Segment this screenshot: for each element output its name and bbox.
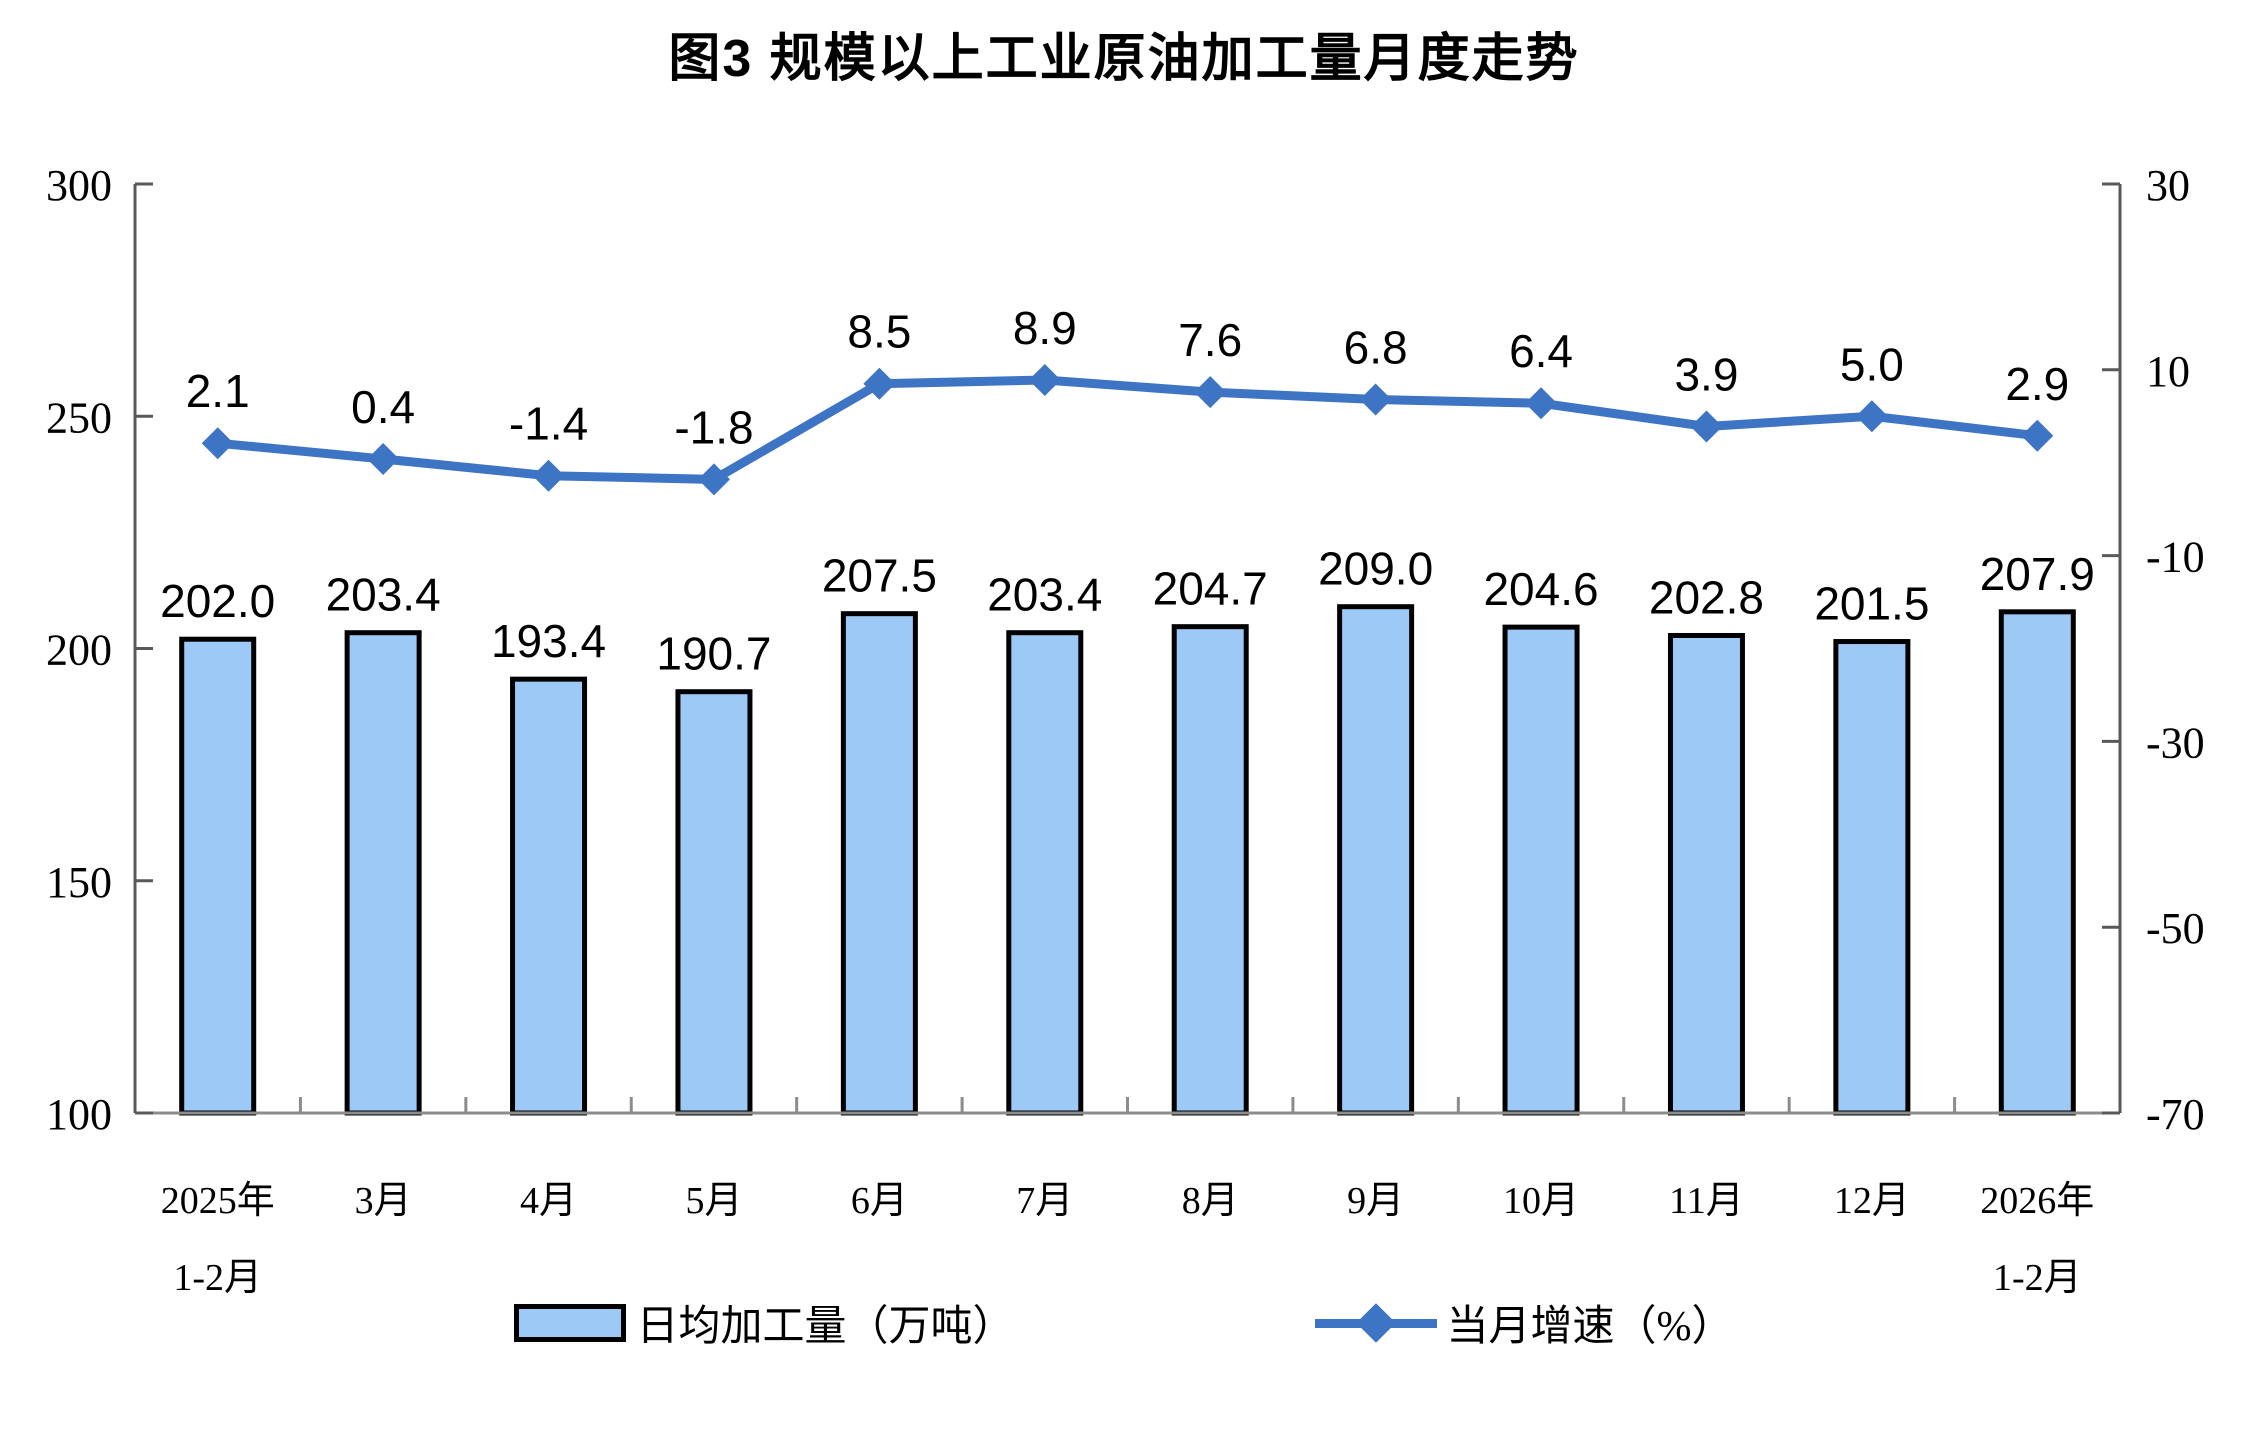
x-category-label-2-line-0: 4月	[520, 1180, 577, 1222]
line-marker-diamond-icon-6	[1194, 376, 1227, 409]
line-marker-diamond-icon-4	[863, 367, 896, 400]
legend-item-line-series: 当月增速（%）	[1314, 1292, 1734, 1353]
growth-line	[217, 375, 2038, 484]
bar-value-label-0: 202.0	[160, 575, 275, 627]
line-marker-diamond-icon-2	[532, 459, 565, 492]
line-marker-diamond-icon-8	[1525, 387, 1558, 420]
line-value-label-11: 2.9	[2005, 358, 2069, 410]
bar-4	[840, 611, 918, 1116]
bar-11	[1998, 609, 2076, 1116]
bar-series-swatch-icon	[514, 1303, 627, 1342]
bar-value-label-5: 203.4	[987, 569, 1102, 621]
x-category-label-0-line-0: 2025年	[161, 1180, 275, 1222]
line-value-label-6: 7.6	[1178, 314, 1242, 366]
line-marker-diamond-icon-3	[697, 463, 730, 496]
bar-3	[675, 689, 753, 1116]
x-category-label-3-line-0: 5月	[685, 1180, 742, 1222]
line-value-label-3: -1.8	[674, 401, 753, 453]
bar-10	[1833, 639, 1911, 1116]
line-marker-diamond-icon-11	[2021, 419, 2054, 452]
left-axis-tick-label-1: 250	[46, 393, 112, 442]
line-value-label-8: 6.4	[1509, 325, 1573, 377]
line-swatch-diamond-icon	[1355, 1302, 1396, 1343]
line-marker-diamond-icon-7	[1359, 383, 1392, 416]
bar-2	[510, 676, 588, 1116]
line-value-label-2: -1.4	[509, 398, 588, 450]
bar-0	[179, 636, 257, 1116]
right-axis-tick-label-5: -70	[2146, 1090, 2205, 1139]
x-category-label-7-line-0: 9月	[1347, 1180, 1404, 1222]
bar-value-label-2: 193.4	[491, 615, 606, 667]
right-axis-tick-label-3: -30	[2146, 718, 2205, 767]
x-category-label-4-line-0: 6月	[851, 1180, 908, 1222]
chart-title: 图3 规模以上工业原油加工量月度走势	[668, 30, 1580, 88]
right-axis-tick-label-1: 10	[2146, 347, 2190, 396]
x-category-label-6-line-0: 8月	[1182, 1180, 1239, 1222]
bar-1	[344, 630, 422, 1116]
line-marker-diamond-icon-10	[1855, 400, 1888, 433]
line-value-label-4: 8.5	[847, 306, 911, 358]
x-category-label-5-line-0: 7月	[1016, 1180, 1073, 1222]
line-series-swatch-icon	[1314, 1302, 1437, 1343]
left-axis-tick-label-3: 150	[46, 858, 112, 907]
line-value-label-1: 0.4	[351, 381, 415, 433]
x-category-label-11-line-1: 1-2月	[1993, 1257, 2082, 1299]
x-category-label-0-line-1: 1-2月	[173, 1257, 262, 1299]
left-axis-tick-label-4: 100	[46, 1090, 112, 1139]
line-value-label-7: 6.8	[1344, 322, 1408, 374]
x-category-label-10-line-0: 12月	[1834, 1180, 1910, 1222]
bar-8	[1502, 624, 1580, 1116]
x-category-label-8-line-0: 10月	[1503, 1180, 1579, 1222]
bar-6	[1171, 624, 1249, 1116]
line-value-label-5: 8.9	[1013, 302, 1077, 354]
line-marker-diamond-icon-9	[1690, 410, 1723, 443]
legend-bar-label: 日均加工量（万吨）	[636, 1304, 1015, 1350]
line-value-label-10: 5.0	[1840, 338, 1904, 390]
line-marker-diamond-icon-1	[367, 442, 400, 475]
bar-value-label-3: 190.7	[656, 628, 771, 680]
left-axis-tick-label-0: 300	[46, 161, 112, 210]
bar-value-label-7: 209.0	[1318, 543, 1433, 595]
line-value-label-0: 2.1	[186, 365, 250, 417]
bar-9	[1667, 632, 1745, 1116]
bar-value-label-11: 207.9	[1980, 548, 2095, 600]
right-axis-tick-label-4: -50	[2146, 904, 2205, 953]
legend-item-bar-series: 日均加工量（万吨）	[514, 1292, 1015, 1353]
bar-7	[1337, 604, 1415, 1116]
bar-value-label-1: 203.4	[326, 569, 441, 621]
x-category-label-11-line-0: 2026年	[1980, 1180, 2094, 1222]
right-axis-tick-label-0: 30	[2146, 161, 2190, 210]
chart-legend: 日均加工量（万吨） 当月增速（%）	[0, 1292, 2248, 1353]
line-marker-diamond-icon-0	[201, 427, 234, 460]
right-axis-tick-label-2: -10	[2146, 533, 2205, 582]
line-value-label-9: 3.9	[1674, 348, 1738, 400]
line-marker-diamond-icon-5	[1028, 364, 1061, 397]
left-axis-tick-label-2: 200	[46, 626, 112, 675]
bar-5	[1006, 630, 1084, 1116]
x-category-label-1-line-0: 3月	[355, 1180, 412, 1222]
bar-value-label-4: 207.5	[822, 550, 937, 602]
legend-line-label: 当月增速（%）	[1446, 1304, 1734, 1350]
bar-value-label-10: 201.5	[1814, 578, 1929, 630]
bar-value-label-8: 204.6	[1483, 563, 1598, 615]
bar-value-label-9: 202.8	[1649, 571, 1764, 623]
x-category-label-9-line-0: 11月	[1669, 1180, 1744, 1222]
bar-value-label-6: 204.7	[1153, 563, 1268, 615]
